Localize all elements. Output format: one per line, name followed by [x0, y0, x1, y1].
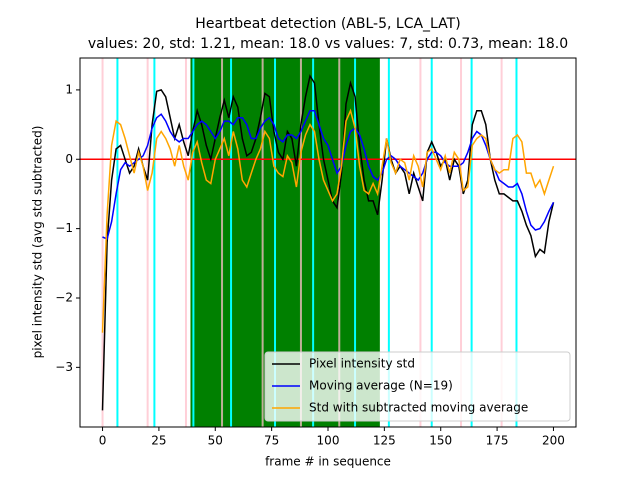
chart-title: Heartbeat detection (ABL-5, LCA_LAT)	[195, 16, 460, 32]
y-tick-label: −2	[55, 290, 73, 304]
chart-subtitle: values: 20, std: 1.21, mean: 18.0 vs val…	[88, 36, 568, 52]
y-tick-label: 0	[65, 152, 73, 166]
x-tick-label: 200	[542, 434, 565, 448]
series-line	[101, 108, 555, 333]
series-line	[102, 109, 555, 241]
x-tick-label: 125	[373, 434, 396, 448]
x-tick-label: 50	[208, 434, 223, 448]
y-tick-label: −3	[55, 360, 73, 374]
x-tick-label: 175	[486, 434, 509, 448]
y-tick-label: 1	[65, 82, 73, 96]
x-tick-label: 100	[317, 434, 340, 448]
y-axis-label: pixel intensity std (avg std subtracted)	[31, 126, 45, 359]
legend-label: Moving average (N=19)	[309, 379, 453, 393]
legend-label: Pixel intensity std	[309, 357, 415, 371]
y-tick-label: −1	[55, 221, 73, 235]
legend-box	[264, 351, 571, 422]
series-line	[101, 74, 555, 411]
x-tick-label: 75	[264, 434, 279, 448]
x-tick-label: 150	[429, 434, 452, 448]
legend-label: Std with subtracted moving average	[309, 401, 528, 415]
x-tick-label: 25	[151, 434, 166, 448]
x-tick-label: 0	[99, 434, 107, 448]
x-axis-label: frame # in sequence	[265, 455, 391, 469]
